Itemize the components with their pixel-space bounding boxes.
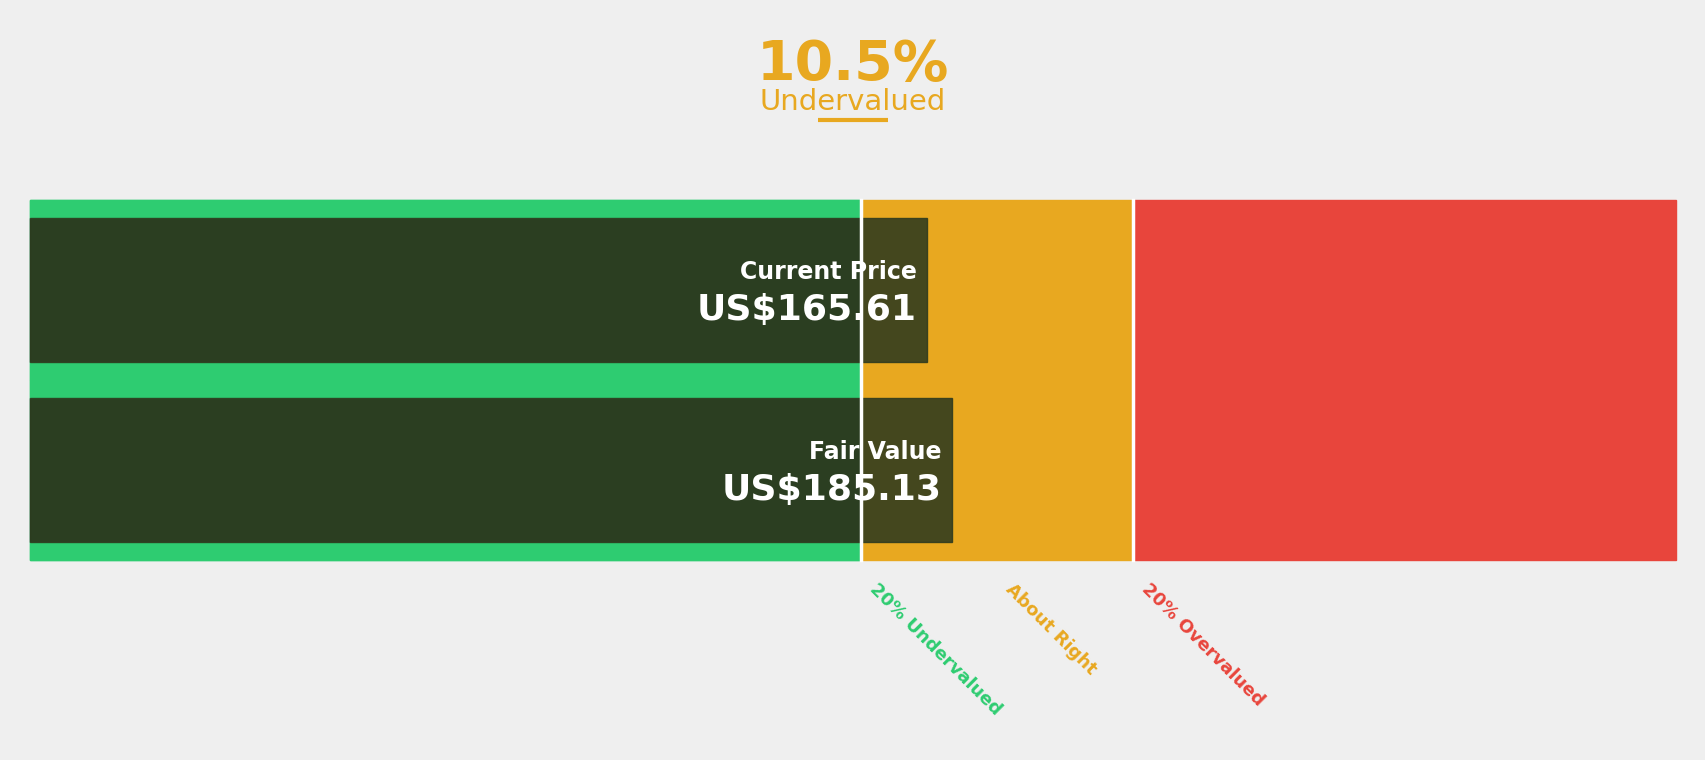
Bar: [31, 398, 861, 542]
Text: Current Price: Current Price: [740, 260, 917, 284]
Bar: [31, 398, 951, 542]
Text: About Right: About Right: [1001, 580, 1100, 678]
Bar: [31, 218, 926, 362]
Bar: [861, 200, 1132, 560]
Text: Fair Value: Fair Value: [808, 440, 941, 464]
Text: 20% Undervalued: 20% Undervalued: [866, 580, 1004, 719]
Bar: [31, 218, 861, 362]
Bar: [31, 200, 861, 560]
Bar: [1132, 200, 1674, 560]
Bar: [31, 200, 861, 218]
Text: US$165.61: US$165.61: [697, 293, 917, 327]
Bar: [31, 362, 861, 380]
Bar: [31, 542, 861, 560]
Text: 10.5%: 10.5%: [757, 38, 948, 92]
Text: US$185.13: US$185.13: [721, 473, 941, 507]
Bar: [31, 380, 861, 398]
Text: Undervalued: Undervalued: [759, 88, 946, 116]
Text: 20% Overvalued: 20% Overvalued: [1137, 580, 1267, 710]
